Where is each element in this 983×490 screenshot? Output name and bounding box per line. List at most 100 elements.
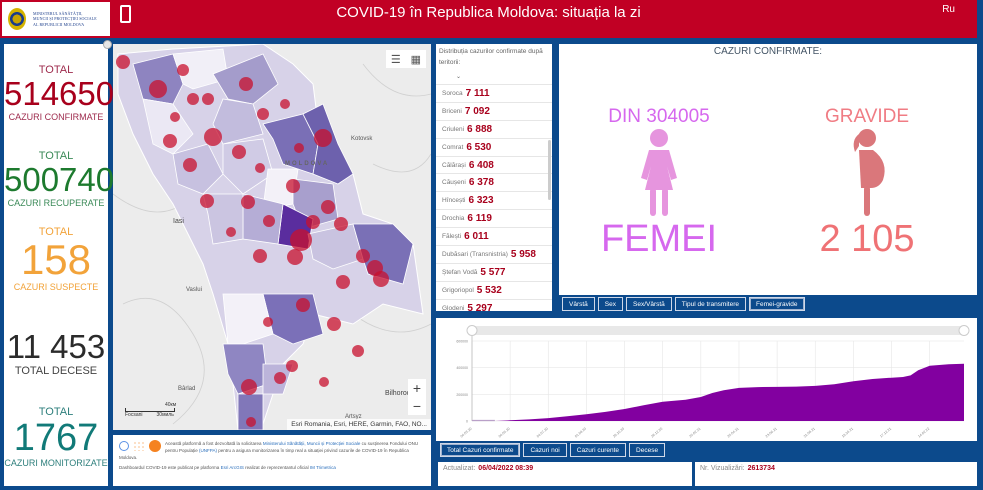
map-label-barlad: Bârlad bbox=[178, 386, 196, 392]
list-item[interactable]: Comrat 6 530 bbox=[436, 137, 552, 156]
territory-name: Călărași bbox=[442, 161, 466, 169]
range-slider-track[interactable] bbox=[472, 326, 964, 335]
territory-count: 5 577 bbox=[480, 266, 506, 278]
territory-count: 6 378 bbox=[468, 177, 494, 189]
legend-list-icon[interactable]: ☰ bbox=[390, 53, 401, 66]
header-edge bbox=[977, 0, 983, 38]
unfpa-link[interactable]: (UNFPA) bbox=[199, 448, 217, 453]
pregnant-stat: GRAVIDE 2 105 bbox=[819, 106, 915, 260]
stat-deaths: 11 453 TOTAL DECESE bbox=[4, 328, 108, 378]
mobile-view-icon[interactable] bbox=[120, 5, 131, 23]
x-tick-label: 29.10.20 bbox=[612, 427, 625, 439]
demographics-tab[interactable]: Vârstă bbox=[562, 297, 595, 311]
ministry-logo[interactable]: Ministerul Sănătății, Muncii și Protecți… bbox=[2, 2, 110, 36]
list-item[interactable]: Căușeni 6 378 bbox=[436, 173, 552, 191]
language-switch-ru[interactable]: Ru bbox=[942, 4, 955, 15]
list-item[interactable]: Dubăsari (Transnistria) 5 958 bbox=[436, 245, 552, 263]
list-item[interactable]: Hîncești 6 323 bbox=[436, 191, 552, 209]
demographics-tab[interactable]: Sex bbox=[597, 297, 623, 311]
territory-count: 6 530 bbox=[466, 141, 492, 153]
chevron-down-icon[interactable]: ⌄ bbox=[456, 74, 462, 80]
un-logo-icon bbox=[119, 441, 129, 451]
y-tick-label: 400000 bbox=[456, 366, 468, 370]
map-toolbar: ☰ ▦ bbox=[386, 50, 426, 68]
map-label-moldova: MOLDOVA bbox=[285, 161, 330, 167]
about-panel: Această platformă a fost dezvoltată la s… bbox=[113, 435, 431, 486]
x-tick-label: 01.09.20 bbox=[574, 427, 587, 439]
zoom-out-button[interactable]: − bbox=[412, 398, 422, 414]
territory-count: 6 888 bbox=[467, 123, 493, 135]
zoom-in-button[interactable]: + bbox=[412, 380, 422, 396]
deaths-count: 11 453 bbox=[6, 328, 106, 365]
territory-count: 6 323 bbox=[468, 195, 494, 207]
x-tick-label: 21.08.21 bbox=[803, 427, 816, 439]
monitored-count: 1767 bbox=[13, 417, 99, 459]
suspect-count: 158 bbox=[20, 236, 92, 283]
unicef-logo-icon bbox=[133, 441, 145, 451]
chart-tab[interactable]: Cazuri noi bbox=[523, 443, 567, 457]
range-slider-handle-right[interactable] bbox=[958, 325, 970, 336]
basemap-gallery-icon[interactable]: ▦ bbox=[410, 53, 422, 66]
territory-name: Dubăsari (Transnistria) bbox=[442, 250, 508, 258]
territory-list[interactable]: Distribuția cazurilor confirmate după te… bbox=[436, 44, 552, 311]
territory-name: Hîncești bbox=[442, 197, 466, 205]
updated-value: 06/04/2022 08:39 bbox=[478, 465, 534, 472]
list-item[interactable]: Ștefan Vodă 5 577 bbox=[436, 262, 552, 281]
list-item[interactable]: Briceni 7 092 bbox=[436, 101, 552, 120]
x-tick-label: 23.06.21 bbox=[765, 427, 778, 439]
chart-svg[interactable]: 0 200000 400000 600000 04.03.20 04.05.20 04.07… bbox=[436, 318, 977, 441]
esri-arcgis-link[interactable]: Esri ArcGIS bbox=[220, 465, 244, 470]
territory-count: 6 011 bbox=[464, 231, 489, 243]
panel-expand-handle[interactable] bbox=[103, 40, 112, 49]
x-tick-label: 04.05.20 bbox=[498, 427, 511, 439]
x-tick-label: 25.02.21 bbox=[688, 427, 701, 439]
y-tick-label: 600000 bbox=[456, 340, 468, 344]
list-items: Soroca 7 111 Briceni 7 092 Criuleni 6 888 Comr… bbox=[436, 84, 552, 311]
chart-tab[interactable]: Decese bbox=[629, 443, 666, 457]
map-label-kotovsk: Kotovsk bbox=[351, 136, 373, 142]
choropleth-map[interactable]: MOLDOVA Iasi Kotovsk Vaslui Bârlad Artsy… bbox=[113, 44, 431, 430]
stats-panel: TOTAL 514650 CAZURI CONFIRMATE TOTAL 500… bbox=[4, 44, 115, 486]
partner-logos bbox=[119, 440, 161, 452]
trimetrica-link[interactable]: IM Trimetrica bbox=[309, 465, 336, 470]
map-scale-bar: 40км Focsani 30миль bbox=[125, 402, 177, 418]
map-zoom-control: + − bbox=[408, 379, 426, 415]
list-scrollbar[interactable] bbox=[548, 140, 551, 200]
coat-of-arms-icon bbox=[8, 8, 26, 30]
territory-count: 7 092 bbox=[464, 105, 490, 117]
district-polygons bbox=[132, 48, 414, 430]
demographics-tab[interactable]: Tipul de transmitere bbox=[674, 297, 746, 311]
range-slider-handle-left[interactable] bbox=[466, 325, 478, 336]
chart-tab[interactable]: Total Cazuri confirmate bbox=[440, 443, 521, 457]
demographics-panel: CAZURI CONFIRMATE: DIN 304005 FEMEI GRAV… bbox=[559, 44, 977, 295]
territory-count: 6 408 bbox=[468, 159, 494, 171]
list-item[interactable]: Călărași 6 408 bbox=[436, 155, 552, 174]
territory-name: Glodeni bbox=[442, 304, 465, 311]
territory-name: Fălești bbox=[442, 233, 462, 241]
x-tick-label: 14.02.22 bbox=[917, 427, 930, 439]
area-series-total-confirmed bbox=[472, 363, 964, 421]
territory-name: Căușeni bbox=[442, 179, 466, 187]
territory-name: Comrat bbox=[442, 143, 464, 151]
demographics-tabs: Vârstă Sex Sex/Vârstă Tipul de transmitere F… bbox=[562, 297, 805, 311]
list-item[interactable]: Criuleni 6 888 bbox=[436, 119, 552, 138]
map-label-iasi: Iasi bbox=[173, 218, 184, 225]
map-canvas[interactable] bbox=[113, 44, 431, 430]
demographics-tab[interactable]: Femei-gravide bbox=[749, 297, 805, 311]
demographics-tab[interactable]: Sex/Vârstă bbox=[626, 297, 672, 311]
ministry-name: Ministerul Sănătății, Muncii și Protecți… bbox=[33, 10, 97, 27]
map-attribution[interactable]: Esri Romania, Esri, HERE, Garmin, FAO, N… bbox=[287, 419, 431, 430]
recovered-count: 500740 bbox=[4, 161, 115, 198]
cumulative-cases-chart[interactable]: 0 200000 400000 600000 04.03.20 04.05.20 04.07… bbox=[436, 318, 977, 441]
list-item[interactable]: Drochia 6 119 bbox=[436, 209, 552, 227]
list-item[interactable]: Soroca 7 111 bbox=[436, 84, 552, 102]
list-item[interactable]: Glodeni 5 297 bbox=[436, 298, 552, 311]
list-item[interactable]: Fălești 6 011 bbox=[436, 227, 552, 245]
ministry-link[interactable]: Ministerului Sănătății, Muncii și Protec… bbox=[262, 441, 361, 446]
list-item[interactable]: Grigoriopol 5 532 bbox=[436, 280, 552, 299]
x-tick-label: 25.04.21 bbox=[727, 427, 740, 439]
map-label-artsyz: Artsyz bbox=[345, 414, 362, 420]
territory-name: Soroca bbox=[442, 89, 463, 97]
chart-tab[interactable]: Cazuri curente bbox=[569, 443, 627, 457]
x-tick-label: 28.12.20 bbox=[650, 427, 663, 439]
